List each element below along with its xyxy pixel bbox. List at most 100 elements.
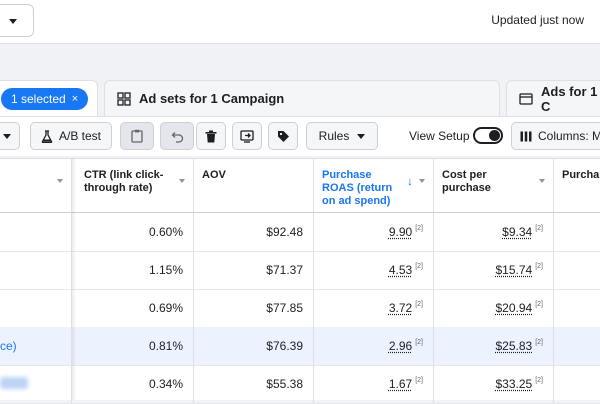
aov-cell: $92.48: [194, 213, 314, 251]
footnote-marker: [2]: [535, 263, 543, 270]
roas-cell: 2.96 [2]: [314, 327, 434, 365]
roas-value: 4.53: [389, 263, 412, 277]
ab-test-button[interactable]: A/B test: [30, 122, 112, 150]
chevron-down-icon: [357, 134, 365, 139]
ab-test-label: A/B test: [59, 129, 101, 143]
aov-cell: $77.85: [194, 289, 314, 327]
table-row[interactable]: 0.34% $55.38 1.67 [2] $33.25 [2]: [0, 365, 600, 404]
selected-pill[interactable]: 1 selected ×: [1, 88, 88, 110]
roas-value: 1.67: [389, 377, 412, 391]
header-aov-label: AOV: [202, 169, 226, 181]
aov-cell: $55.38: [194, 365, 314, 403]
tag-icon: [277, 130, 290, 143]
delete-button[interactable]: [196, 122, 226, 150]
tab-ads[interactable]: Ads for 1 C: [506, 80, 600, 116]
rules-dropdown-button[interactable]: Rules: [306, 122, 378, 150]
columns-dropdown-button[interactable]: Columns: M: [511, 122, 600, 150]
footnote-marker: [2]: [535, 301, 543, 308]
footnote-marker: [2]: [535, 225, 543, 232]
cpp-value: $20.94: [496, 301, 533, 315]
cpp-value: $25.83: [496, 339, 533, 353]
sort-descending-icon: ↓: [407, 175, 413, 188]
cpp-value: $15.74: [496, 263, 533, 277]
tab-ads-label: Ads for 1 C: [541, 84, 600, 114]
undo-button[interactable]: [160, 122, 194, 150]
row-name-label[interactable]: ce): [0, 339, 17, 353]
header-roas-label: Purchase ROAS (return on ad spend): [322, 169, 392, 207]
redacted-name: [0, 377, 28, 389]
tab-campaigns[interactable]: 1 selected ×: [0, 80, 98, 116]
footnote-marker: [2]: [415, 301, 423, 308]
header-roas[interactable]: Purchase ROAS (return on ad spend) ↓: [314, 159, 434, 213]
chevron-down-icon: [3, 134, 11, 139]
columns-label: Columns: M: [538, 129, 600, 143]
name-cell[interactable]: [0, 251, 72, 289]
ctr-cell: 1.15%: [72, 251, 194, 289]
chevron-down-icon: [9, 19, 17, 24]
header-ctr-label: CTR (link click-through rate): [84, 169, 163, 194]
level-dropdown-button[interactable]: [0, 4, 34, 37]
header-aov[interactable]: AOV: [194, 159, 314, 213]
more-dropdown-button[interactable]: [0, 122, 20, 150]
header-ctr[interactable]: CTR (link click-through rate): [72, 159, 194, 213]
tab-adsets[interactable]: Ad sets for 1 Campaign: [104, 80, 500, 116]
header-purchases[interactable]: Purcha: [554, 159, 600, 213]
footnote-marker: [2]: [535, 377, 543, 384]
cpp-cell: $9.34 [2]: [434, 213, 554, 251]
data-table: CTR (link click-through rate) AOV Purcha…: [0, 158, 600, 400]
aov-cell: $71.37: [194, 251, 314, 289]
ctr-cell: 0.81%: [72, 327, 194, 365]
grid-icon: [117, 92, 131, 106]
clipboard-icon: [131, 129, 143, 143]
cpp-value: $9.34: [502, 225, 532, 239]
undo-icon: [171, 130, 184, 143]
columns-icon: [520, 131, 532, 142]
table-row[interactable]: 0.60% $92.48 9.90 [2] $9.34 [2]: [0, 213, 600, 252]
cpp-cell: $15.74 [2]: [434, 251, 554, 289]
ctr-cell: 0.60%: [72, 213, 194, 251]
purchases-cell: [554, 213, 600, 251]
sort-icon: [539, 179, 545, 183]
name-cell[interactable]: [0, 365, 72, 403]
table-row[interactable]: 0.69% $77.85 3.72 [2] $20.94 [2]: [0, 289, 600, 328]
tab-adsets-label: Ad sets for 1 Campaign: [139, 91, 284, 106]
purchases-cell: [554, 289, 600, 327]
frozen-column-shadow: [72, 158, 76, 400]
view-setup-toggle[interactable]: [473, 127, 503, 144]
aov-cell: $76.39: [194, 327, 314, 365]
cpp-value: $33.25: [496, 377, 533, 391]
roas-cell: 1.67 [2]: [314, 365, 434, 403]
footnote-marker: [2]: [415, 225, 423, 232]
preview-button[interactable]: [232, 122, 262, 150]
roas-value: 3.72: [389, 301, 412, 315]
ctr-cell: 0.34%: [72, 365, 194, 403]
copy-button[interactable]: [120, 122, 154, 150]
purchases-cell: [554, 327, 600, 365]
header-name[interactable]: [0, 159, 72, 213]
footnote-marker: [2]: [415, 339, 423, 346]
table-row[interactable]: ce) 0.81% $76.39 2.96 [2] $25.83 [2]: [0, 327, 600, 366]
ctr-cell: 0.69%: [72, 289, 194, 327]
name-cell[interactable]: ce): [0, 327, 72, 365]
name-cell[interactable]: [0, 289, 72, 327]
sort-icon: [419, 179, 425, 183]
cpp-cell: $20.94 [2]: [434, 289, 554, 327]
purchases-cell: [554, 251, 600, 289]
cpp-cell: $33.25 [2]: [434, 365, 554, 403]
flask-icon: [41, 130, 53, 143]
sort-icon: [179, 179, 185, 183]
sort-icon: [57, 179, 63, 183]
tag-button[interactable]: [268, 122, 298, 150]
close-icon[interactable]: ×: [72, 93, 78, 105]
header-cost-per-purchase[interactable]: Cost per purchase: [434, 159, 554, 213]
updated-status: Updated just now: [491, 13, 584, 27]
roas-cell: 4.53 [2]: [314, 251, 434, 289]
roas-value: 9.90: [389, 225, 412, 239]
preview-icon: [240, 130, 254, 143]
roas-value: 2.96: [389, 339, 412, 353]
trash-icon: [205, 130, 217, 143]
view-setup-label: View Setup: [409, 129, 470, 143]
table-row[interactable]: 1.15% $71.37 4.53 [2] $15.74 [2]: [0, 251, 600, 290]
name-cell[interactable]: [0, 213, 72, 251]
footnote-marker: [2]: [415, 377, 423, 384]
